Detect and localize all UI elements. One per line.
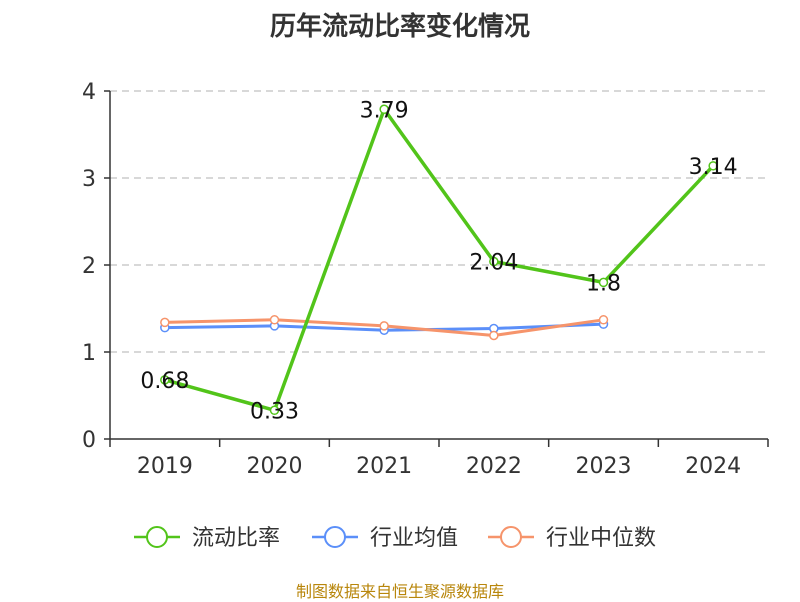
- y-tick-label: 2: [82, 254, 96, 279]
- data-label: 1.8: [586, 271, 621, 296]
- data-point: [489, 330, 499, 341]
- legend-label-2: 行业中位数: [546, 526, 656, 551]
- x-tick-label: 2023: [576, 454, 632, 479]
- y-tick-label: 4: [82, 80, 96, 105]
- source-note: 制图数据来自恒生聚源数据库: [295, 582, 504, 601]
- legend-label-1: 行业均值: [370, 526, 458, 551]
- data-point: [379, 104, 389, 115]
- data-label: 3.79: [360, 98, 409, 123]
- data-point: [269, 315, 280, 325]
- data-point: [598, 315, 609, 325]
- data-label: 0.33: [250, 399, 299, 424]
- data-label: 0.68: [140, 369, 189, 394]
- x-tick-label: 2021: [356, 454, 412, 479]
- y-tick-label: 0: [82, 428, 96, 453]
- x-tick-label: 2019: [137, 454, 193, 479]
- data-point: [269, 405, 280, 416]
- data-point: [160, 375, 170, 385]
- x-tick-label: 2020: [247, 454, 303, 479]
- data-point: [160, 317, 170, 328]
- data-point: [598, 277, 609, 288]
- legend-marker-0: [146, 526, 168, 548]
- chart-title: 历年流动比率变化情况: [269, 12, 530, 42]
- data-label: 3.14: [689, 155, 738, 180]
- y-tick-label: 1: [82, 341, 96, 366]
- x-tick-label: 2022: [466, 454, 522, 479]
- legend-label-0: 流动比率: [192, 526, 280, 551]
- data-point: [379, 321, 389, 331]
- data-point: [489, 256, 499, 267]
- data-label: 2.04: [469, 251, 518, 276]
- x-tick-label: 2024: [685, 454, 741, 479]
- legend-marker-2: [500, 526, 522, 548]
- y-tick-label: 3: [82, 167, 96, 192]
- legend-marker-1: [324, 526, 346, 548]
- series-line-0: [164, 107, 715, 413]
- data-point: [708, 161, 718, 171]
